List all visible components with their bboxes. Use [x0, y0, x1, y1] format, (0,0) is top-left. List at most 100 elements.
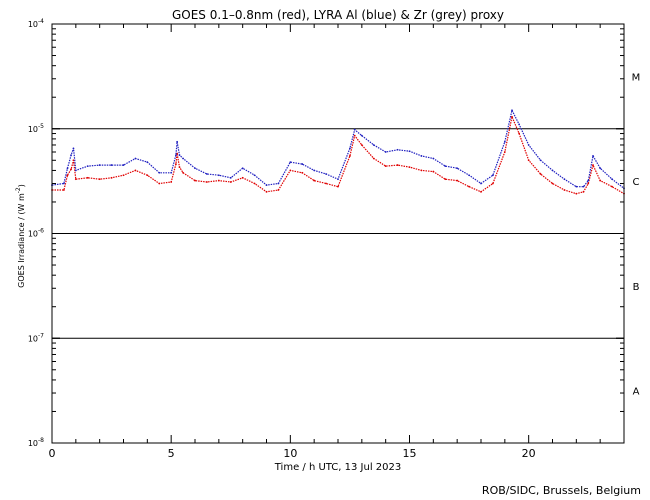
- series-1-point-3: [70, 154, 72, 157]
- series-1-point-14: [175, 154, 177, 157]
- series-1-point-19: [206, 173, 208, 175]
- series-0-point-56: [599, 179, 602, 182]
- series-0-point-21: [229, 181, 232, 183]
- x-tick-label-1: 5: [168, 447, 175, 460]
- y-tick-label-exponent: -4: [38, 18, 44, 25]
- series-0-point-40: [444, 178, 447, 181]
- series-0-point-12: [158, 182, 161, 185]
- x-tick-label-0: 0: [49, 447, 56, 460]
- series-1-point-29: [325, 173, 327, 175]
- flare-class-threshold-lines: [52, 128, 624, 339]
- series-1-point-34: [372, 144, 375, 146]
- series-0-point-52: [575, 192, 578, 195]
- series-1-point-47: [518, 123, 521, 126]
- series-1-point-49: [539, 159, 542, 162]
- y-tick-label-base: 10: [28, 125, 38, 134]
- series-0-point-48: [527, 159, 530, 162]
- series-1-point-42: [468, 174, 470, 177]
- series-0-point-54: [587, 182, 590, 185]
- series-0-point-32: [353, 134, 356, 137]
- series-1-point-27: [301, 163, 304, 165]
- series-0-point-47: [518, 132, 521, 135]
- series-1-point-33: [360, 134, 363, 137]
- series-1-point-53: [582, 185, 585, 188]
- series-0-point-36: [396, 164, 399, 166]
- credit-text: ROB/SIDC, Brussels, Belgium: [482, 484, 641, 497]
- series-0-point-37: [408, 166, 411, 169]
- y-tick-label-2: 10-6: [28, 228, 44, 239]
- series-1-point-56: [599, 167, 602, 170]
- series-0-point-51: [563, 189, 566, 191]
- series-0-point-55: [592, 164, 594, 166]
- series-1-point-8: [110, 164, 113, 166]
- series-0-point-9: [122, 174, 125, 177]
- y-axis-ticks: 10-410-510-610-710-8: [28, 18, 624, 448]
- series-1-point-31: [349, 147, 351, 150]
- series-1-point-36: [396, 148, 399, 151]
- y-axis-label-main: GOES Irradiance / (W m: [17, 193, 26, 288]
- series-0-point-4: [72, 159, 75, 162]
- flare-class-labels: M C B A: [632, 72, 641, 397]
- series-0-point-25: [277, 189, 280, 191]
- y-axis-label-close: ): [17, 184, 26, 187]
- series-1-point-23: [253, 174, 256, 177]
- flare-class-label-c: C: [633, 177, 640, 188]
- series-0-point-39: [432, 170, 435, 173]
- series-0-point-11: [146, 174, 149, 177]
- series-1-point-2: [66, 167, 69, 170]
- series-0-point-6: [86, 176, 89, 179]
- series-1-point-9: [122, 164, 125, 166]
- series-0-point-42: [468, 185, 470, 188]
- series-0-point-49: [539, 173, 542, 175]
- y-tick-label-base: 10: [28, 334, 38, 343]
- flare-class-label-m: M: [632, 72, 641, 83]
- series-0-point-8: [110, 176, 113, 179]
- series-0-point-30: [337, 185, 339, 188]
- series-0-point-22: [241, 176, 244, 179]
- series-1-point-13: [170, 171, 173, 174]
- y-tick-label-exponent: -8: [38, 437, 44, 444]
- series-1-point-5: [74, 169, 77, 172]
- series-0-point-1: [63, 189, 65, 191]
- series-1-point-1: [63, 182, 65, 185]
- series-1-point-54: [587, 179, 590, 182]
- series-0-point-20: [217, 179, 220, 182]
- y-tick-label-1: 10-5: [28, 123, 44, 134]
- x-tick-label-4: 20: [522, 447, 536, 460]
- chart-title: GOES 0.1–0.8nm (red), LYRA Al (blue) & Z…: [172, 8, 504, 22]
- series-0-point-33: [360, 144, 363, 146]
- series-0-point-38: [420, 169, 423, 172]
- series-0-point-53: [582, 190, 585, 193]
- series-0-point-14: [175, 163, 177, 165]
- y-axis-label: GOES Irradiance / (W m-2): [15, 184, 26, 288]
- series-0-point-10: [134, 169, 137, 172]
- series-1-point-16: [178, 154, 181, 157]
- y-tick-label-base: 10: [28, 20, 38, 29]
- series-1-point-30: [337, 178, 339, 181]
- series-1-point-43: [480, 182, 482, 185]
- series-0-point-18: [194, 179, 196, 182]
- series-1-point-20: [217, 174, 220, 177]
- series-1: [51, 109, 625, 190]
- series-1-point-4: [72, 147, 75, 150]
- series-1-point-32: [353, 128, 356, 131]
- series-1-point-55: [592, 155, 594, 157]
- series-0-point-29: [325, 182, 327, 185]
- y-tick-label-base: 10: [28, 230, 38, 239]
- series-0-point-13: [170, 181, 173, 183]
- series-1-point-40: [444, 165, 447, 167]
- series-1-point-51: [563, 178, 566, 181]
- series-1-point-25: [277, 182, 280, 185]
- series-1-point-37: [408, 150, 411, 153]
- x-axis-label: Time / h UTC, 13 Jul 2023: [274, 462, 402, 473]
- x-tick-label-2: 10: [283, 447, 297, 460]
- series-0-point-23: [253, 182, 256, 185]
- series-0-point-24: [265, 190, 268, 193]
- x-tick-label-3: 15: [403, 447, 417, 460]
- series-0-point-17: [182, 171, 184, 174]
- series-1-point-48: [527, 144, 530, 146]
- series-1-point-57: [611, 178, 613, 181]
- flare-class-label-a: A: [633, 387, 640, 398]
